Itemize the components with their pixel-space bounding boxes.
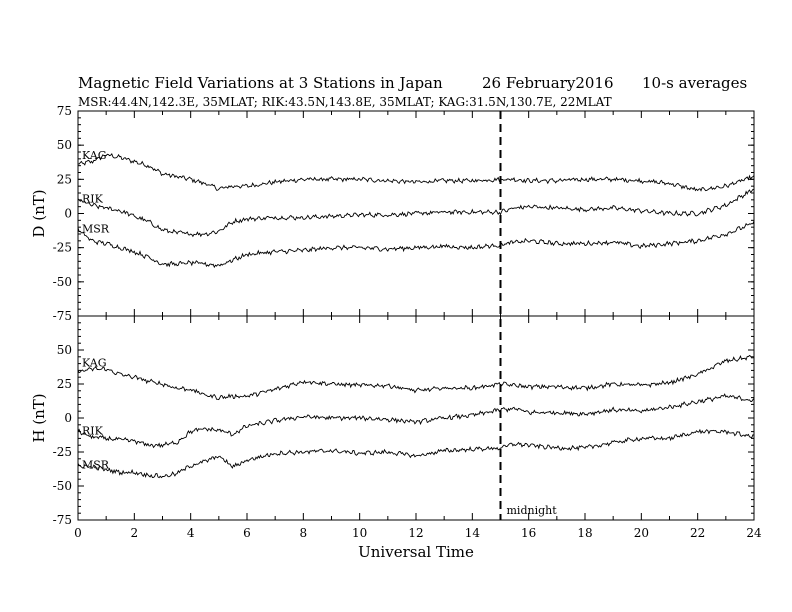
x-tick-label: 16 [521,526,536,540]
y-tick-label: -75 [53,513,72,527]
chart-title: Magnetic Field Variations at 3 Stations … [78,74,443,92]
series-line-msr [77,428,755,479]
plot-frame [77,110,755,317]
y-tick-label: 50 [57,343,72,357]
y-tick-label: -25 [53,445,72,459]
midnight-label: midnight [507,504,558,517]
series-line-rik [77,393,755,449]
series-label-msr: MSR [82,223,110,236]
x-tick-label: 18 [577,526,592,540]
series-label-rik: RIK [82,424,104,437]
y-tick-label: -50 [53,275,72,289]
x-tick-label: 20 [634,526,649,540]
chart-date: 26 February2016 [482,74,614,92]
series-line-kag [77,153,755,192]
x-tick-label: 0 [74,526,82,540]
y-tick-label: 0 [64,207,72,221]
x-tick-label: 6 [243,526,251,540]
x-tick-label: 14 [465,526,481,540]
y-tick-label: 25 [57,377,72,391]
x-tick-label: 8 [300,526,308,540]
y-tick-label: 75 [57,104,72,118]
x-tick-label: 12 [408,526,423,540]
d-component-panel: 75 50 25 0 -25 -50 -75 D (nT) KAG RIK MSR [30,104,755,323]
series-label-kag: KAG [82,149,107,162]
x-tick-label: 2 [131,526,139,540]
x-tick-label: 24 [746,526,762,540]
station-coordinates: MSR:44.4N,142.3E, 35MLAT; RIK:43.5N,143.… [78,95,612,109]
midnight-marker: midnight [499,111,558,520]
x-tick-label: 4 [187,526,195,540]
y-tick-label: -50 [53,479,72,493]
series-line-rik [77,188,755,238]
y-tick-label: -25 [53,241,72,255]
series-line-msr [77,220,755,269]
y-tick-label: -75 [53,309,72,323]
x-tick-label: 22 [690,526,705,540]
series-label-msr: MSR [82,458,110,471]
y-tick-label: 50 [57,138,72,152]
x-tick-label: 10 [352,526,367,540]
series-label-rik: RIK [82,193,104,206]
y-axis-title: H (nT) [30,393,48,442]
chart-averaging: 10-s averages [642,74,747,92]
y-axis-title: D (nT) [30,189,48,237]
plot-frame [77,315,755,521]
y-tick-label: 25 [57,172,72,186]
series-label-kag: KAG [82,356,107,369]
series-line-kag [77,354,755,401]
x-axis-title: Universal Time [358,543,474,561]
y-tick-label: 0 [64,411,72,425]
